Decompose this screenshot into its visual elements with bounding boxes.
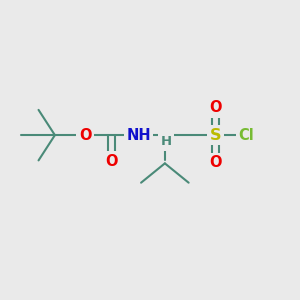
Text: O: O — [79, 128, 92, 142]
Text: H: H — [161, 135, 172, 148]
Text: Cl: Cl — [239, 128, 254, 142]
Text: O: O — [209, 155, 222, 170]
Text: NH: NH — [126, 128, 151, 142]
Text: S: S — [210, 128, 221, 142]
Text: O: O — [105, 154, 118, 169]
Text: O: O — [209, 100, 222, 115]
